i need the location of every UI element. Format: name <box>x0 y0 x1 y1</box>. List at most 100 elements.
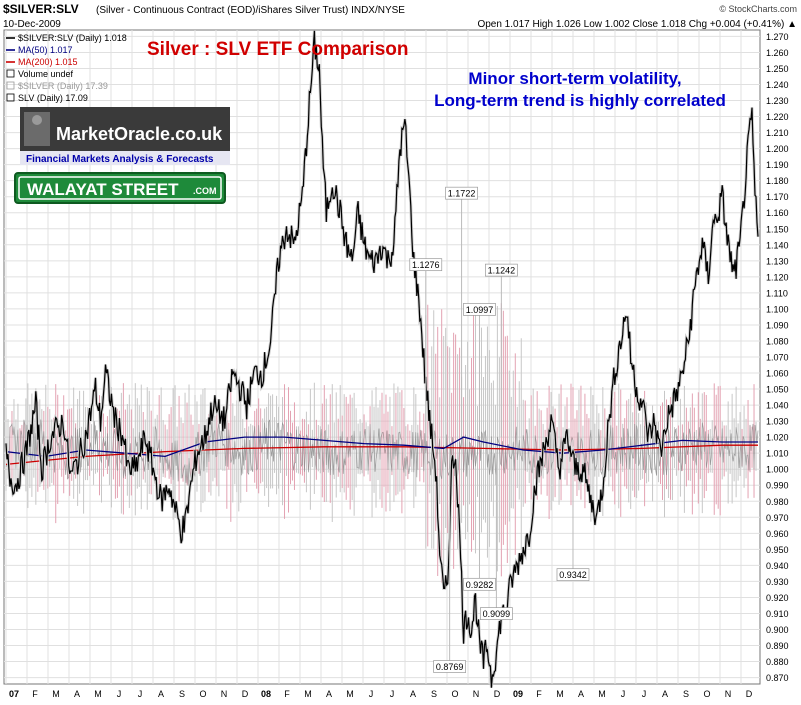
y-tick-label: 1.250 <box>766 64 789 74</box>
x-tick-label: O <box>703 689 710 699</box>
y-tick-label: 1.210 <box>766 128 789 138</box>
price-label: 0.8769 <box>436 662 464 672</box>
price-label: 0.9282 <box>466 580 494 590</box>
y-tick-label: 0.980 <box>766 497 789 507</box>
annotation-line-2: Long-term trend is highly correlated <box>434 91 726 110</box>
x-tick-label: J <box>642 689 647 699</box>
y-tick-label: 0.900 <box>766 625 789 635</box>
legend-item: MA(200) 1.015 <box>18 57 78 67</box>
logo-tagline: Financial Markets Analysis & Forecasts <box>26 154 214 165</box>
price-label: 1.1722 <box>448 189 476 199</box>
label-box <box>463 303 496 316</box>
label-box <box>433 660 466 673</box>
y-tick-label: 1.130 <box>766 256 789 266</box>
logo-statue-head <box>32 115 42 125</box>
x-tick-label: J <box>369 689 374 699</box>
badge-border <box>18 176 222 200</box>
y-tick-label: 0.920 <box>766 593 789 603</box>
chart-title: Silver : SLV ETF Comparison <box>147 39 408 60</box>
label-box <box>556 568 590 582</box>
x-tick-label: 08 <box>261 689 271 699</box>
y-tick-label: 1.010 <box>766 449 789 459</box>
badge-text: WALAYAT STREET <box>27 180 179 199</box>
x-tick-label: D <box>494 689 501 699</box>
y-tick-label: 1.140 <box>766 240 789 250</box>
x-tick-label: 09 <box>513 689 523 699</box>
x-tick-label: F <box>536 689 542 699</box>
y-tick-label: 1.240 <box>766 80 789 90</box>
x-tick-label: M <box>598 689 606 699</box>
x-tick-label: M <box>94 689 102 699</box>
x-tick-label: M <box>556 689 564 699</box>
y-tick-label: 0.950 <box>766 545 789 555</box>
walayat-street-badge[interactable]: WALAYAT STREET .COM <box>14 172 226 204</box>
x-tick-label: J <box>390 689 395 699</box>
label-box <box>445 186 478 200</box>
x-axis: 07 F M A M J J A S O N D 08 F M A M J J A S O N D 09 F M A M J J A S O N D <box>9 689 753 699</box>
y-tick-label: 1.100 <box>766 304 789 314</box>
x-tick-label: A <box>326 689 332 699</box>
x-tick-label: M <box>346 689 354 699</box>
logo-background <box>20 107 230 151</box>
x-tick-label: D <box>746 689 753 699</box>
price-label: 1.1276 <box>412 260 440 270</box>
y-tick-label: 0.960 <box>766 529 789 539</box>
label-box <box>485 263 518 277</box>
y-tick-label: 1.040 <box>766 401 789 411</box>
y-tick-label: 1.030 <box>766 417 789 427</box>
y-tick-label: 1.190 <box>766 160 789 170</box>
x-tick-label: N <box>725 689 732 699</box>
price-label: 0.9342 <box>559 570 587 580</box>
x-tick-label: A <box>158 689 164 699</box>
x-tick-label: S <box>179 689 185 699</box>
header-symbol: $SILVER:SLV <box>3 2 79 16</box>
y-tick-label: 0.910 <box>766 609 789 619</box>
x-tick-label: J <box>117 689 122 699</box>
legend-swatch <box>6 81 15 90</box>
y-tick-label: 1.120 <box>766 272 789 282</box>
annotation-line-1: Minor short-term volatility, <box>468 69 681 88</box>
legend-item: SLV (Daily) 17.09 <box>18 93 88 103</box>
y-tick-label: 0.880 <box>766 657 789 667</box>
series--silver-slv-daily- <box>5 30 759 688</box>
x-tick-label: O <box>451 689 458 699</box>
y-tick-label: 1.220 <box>766 112 789 122</box>
label-box <box>463 577 496 591</box>
x-tick-label: O <box>199 689 206 699</box>
legend: $SILVER:SLV (Daily) 1.018 MA(50) 1.017 MA(… <box>6 33 127 103</box>
label-box <box>480 607 513 620</box>
logo-tagline-bg <box>20 151 230 165</box>
y-tick-label: 0.930 <box>766 577 789 587</box>
y-tick-label: 1.270 <box>766 32 789 42</box>
series-lines <box>4 30 760 688</box>
y-tick-label: 1.230 <box>766 96 789 106</box>
marketoracle-logo[interactable]: MarketOracle.co.uk Financial Markets Ana… <box>20 107 230 165</box>
y-tick-label: 1.080 <box>766 336 789 346</box>
y-tick-label: 1.070 <box>766 353 789 363</box>
x-tick-label: A <box>74 689 80 699</box>
header-date: 10-Dec-2009 <box>3 19 61 30</box>
y-tick-label: 1.160 <box>766 208 789 218</box>
legend-item: MA(50) 1.017 <box>18 45 73 55</box>
y-tick-label: 1.200 <box>766 144 789 154</box>
price-labels: 1.1722 1.1276 1.1242 1.0997 0.9342 0.9282 0.90… <box>409 186 590 673</box>
price-label: 0.9099 <box>483 609 511 619</box>
x-tick-label: J <box>621 689 626 699</box>
x-tick-label: N <box>221 689 228 699</box>
x-tick-label: F <box>284 689 290 699</box>
y-tick-label: 1.060 <box>766 369 789 379</box>
y-tick-label: 1.000 <box>766 465 789 475</box>
x-tick-label: D <box>242 689 249 699</box>
price-label: 1.0997 <box>466 305 494 315</box>
y-axis: 0.870 0.880 0.890 0.900 0.910 0.920 0.930 0.940… <box>766 32 789 683</box>
legend-swatch <box>6 93 15 102</box>
legend-item: Volume undef <box>18 69 74 79</box>
y-tick-label: 0.940 <box>766 561 789 571</box>
y-tick-label: 1.110 <box>766 288 788 298</box>
badge-suffix: .COM <box>193 186 217 196</box>
y-tick-label: 1.150 <box>766 224 789 234</box>
x-tick-label: S <box>431 689 437 699</box>
x-tick-label: F <box>32 689 38 699</box>
x-tick-label: M <box>52 689 60 699</box>
